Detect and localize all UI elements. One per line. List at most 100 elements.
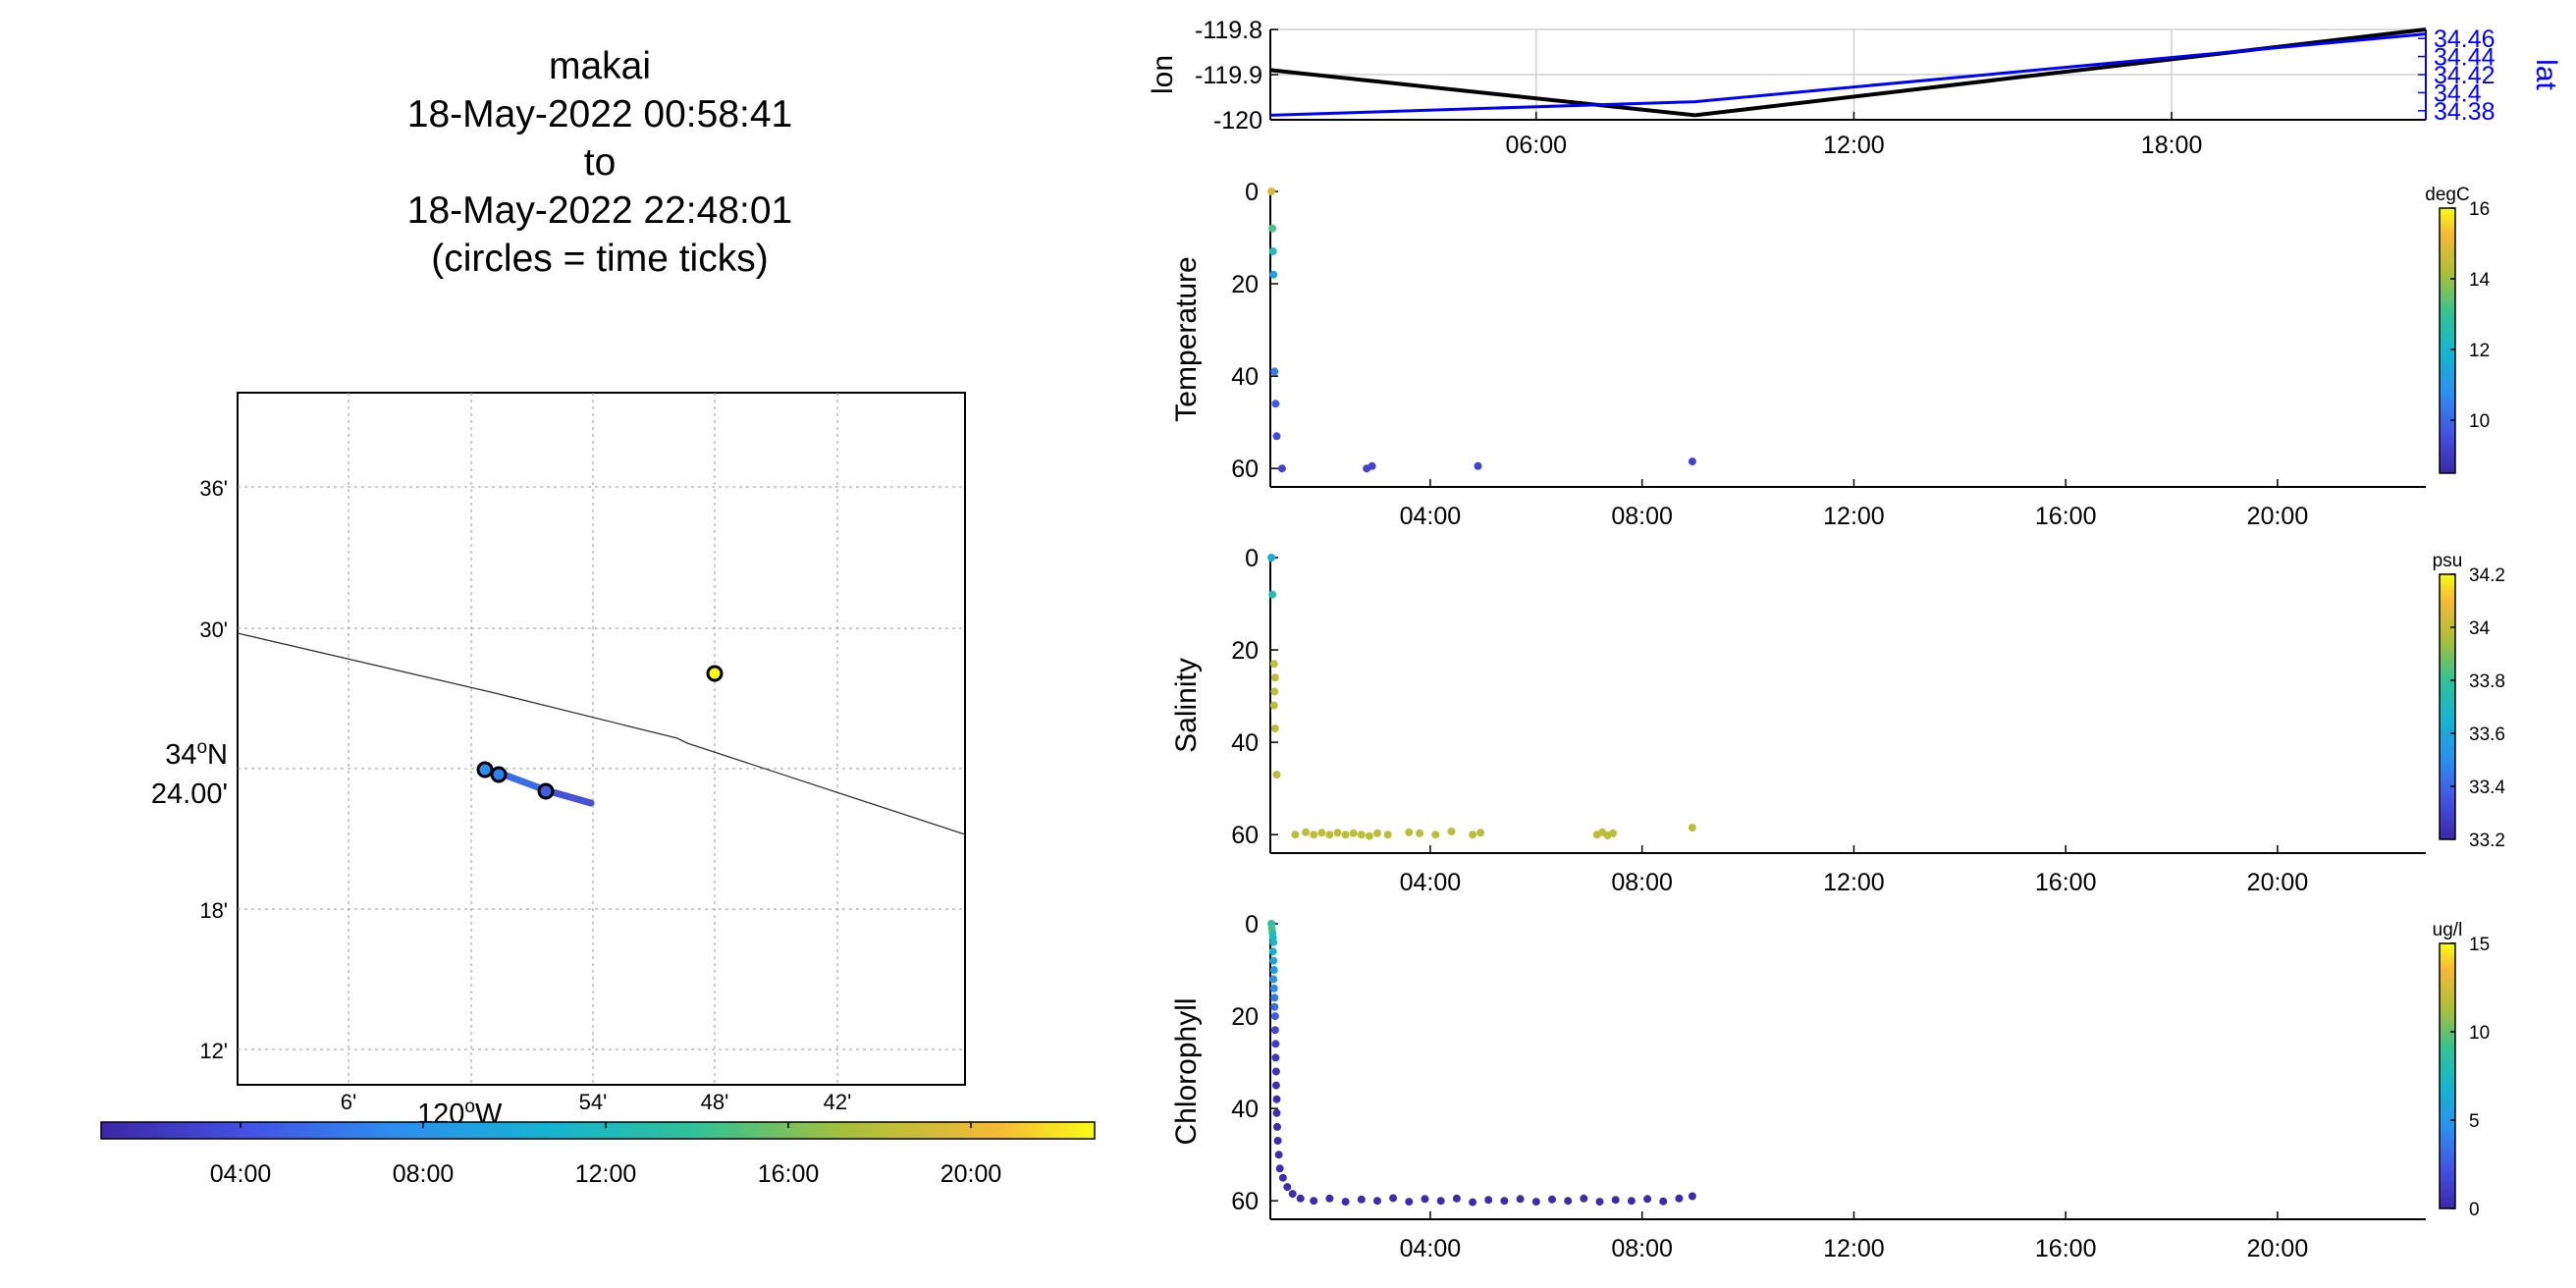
map-lat-tick: 36': [199, 476, 228, 501]
data-point: [1333, 829, 1342, 837]
lon-tick-label: -119.8: [1195, 17, 1262, 44]
y-tick-label: 40: [1231, 363, 1259, 391]
time-tick-circle: [706, 665, 724, 682]
data-point: [1270, 724, 1279, 732]
lon-lat-lines: [1269, 27, 2427, 118]
data-point: [1325, 831, 1334, 839]
data-point: [1436, 1197, 1445, 1206]
lon-lat-grid: [1270, 28, 2426, 121]
y-tick-label: 20: [1231, 1003, 1259, 1031]
data-point: [1317, 829, 1326, 837]
data-point: [1269, 956, 1278, 965]
map-lat-tick: 18': [199, 898, 228, 923]
data-point: [1447, 827, 1456, 835]
data-point: [1469, 831, 1477, 839]
data-point: [1269, 966, 1278, 974]
data-point: [1611, 1196, 1620, 1205]
map-lon-tick: 6': [341, 1090, 356, 1114]
lon-line: [1269, 27, 2427, 118]
data-point: [1268, 224, 1277, 233]
data-point: [1476, 829, 1485, 837]
map-lat-tick: 12': [199, 1039, 228, 1063]
data-point: [1269, 984, 1278, 993]
colorbar-tick-label: 33.4: [2469, 778, 2505, 798]
colorbar-tick-label: 33.8: [2469, 671, 2505, 692]
x-tick-label: 16:00: [2035, 503, 2097, 530]
data-point: [1271, 400, 1280, 408]
data-point: [1271, 1081, 1280, 1090]
map-lat-tick: 30': [199, 617, 228, 642]
colorbar-tick-label: 0: [2469, 1200, 2480, 1220]
data-point: [1474, 461, 1482, 470]
data-point: [1421, 1195, 1429, 1204]
y-tick-label: 20: [1231, 271, 1259, 298]
colorbar-tick-label: 12: [2469, 341, 2490, 361]
x-tick-label: 12:00: [1823, 132, 1885, 159]
data-point: [1548, 1195, 1556, 1204]
y-tick-label: 0: [1245, 545, 1259, 572]
title-line-4: 18-May-2022 22:48:01: [407, 189, 792, 232]
data-point: [1310, 831, 1318, 839]
chlorophyll-axis-label: Chlorophyll: [1170, 997, 1203, 1145]
x-tick-label: 12:00: [1823, 869, 1885, 896]
salinity-panel: 0 20 40 60 04:00 08:00 12:00 16:00 20:00 Salinity…: [1170, 545, 2505, 896]
data-point: [1373, 829, 1381, 837]
time-colorbar-label: 04:00: [210, 1160, 272, 1188]
data-point: [1296, 1194, 1305, 1203]
data-point: [1268, 947, 1277, 956]
map-lat-center-minutes: 24.00': [151, 778, 228, 810]
data-point: [1500, 1197, 1509, 1206]
title-line-3: to: [584, 141, 617, 184]
data-point: [1268, 247, 1277, 256]
lat-tick-label: 34.38: [2434, 98, 2496, 126]
salinity-axis-label: Salinity: [1170, 658, 1203, 753]
map-lon-tick: 42': [824, 1090, 852, 1114]
data-point: [1365, 832, 1373, 840]
salinity-colorbar: [2439, 573, 2456, 840]
data-point: [1416, 829, 1424, 837]
data-point: [1531, 1198, 1540, 1207]
data-point: [1302, 828, 1311, 836]
time-tick-circles: [476, 665, 724, 800]
x-tick-label: 08:00: [1611, 869, 1673, 896]
data-point: [1659, 1197, 1668, 1206]
x-tick-label: 16:00: [2035, 1235, 2097, 1262]
colorbar-tick-label: 33.2: [2469, 831, 2505, 851]
x-tick-label: 12:00: [1823, 1235, 1885, 1262]
data-point: [1688, 824, 1696, 832]
data-point: [1405, 1198, 1414, 1207]
data-point: [1270, 993, 1279, 1002]
data-point: [1516, 1195, 1525, 1204]
chlorophyll-colorbar-unit: ug/l: [2433, 920, 2463, 940]
data-point: [1270, 367, 1279, 376]
data-point: [1310, 1197, 1318, 1206]
data-point: [1405, 828, 1414, 836]
data-point: [1271, 1040, 1280, 1048]
data-point: [1627, 1197, 1636, 1206]
time-tick-circle: [537, 782, 555, 800]
map-panel: 36' 30' 18' 12' 34oN 24.00' 6' 54' 48' 4…: [100, 392, 1096, 1188]
map-grid: [238, 393, 965, 1085]
lon-lat-ticks: 06:00 12:00 18:00-119.8-119.9-12034.4634.4…: [1195, 17, 2496, 159]
data-point: [1271, 1067, 1280, 1076]
data-point: [1288, 1190, 1297, 1199]
lon-tick-label: -120: [1213, 107, 1262, 134]
time-colorbar-label: 16:00: [758, 1160, 820, 1188]
data-point: [1270, 1002, 1279, 1011]
data-point: [1357, 1195, 1366, 1204]
data-point: [1269, 660, 1278, 669]
time-tick-circle: [490, 766, 508, 783]
data-point: [1291, 831, 1300, 839]
map-lon-tick: 48': [701, 1090, 729, 1114]
data-point: [1484, 1196, 1493, 1205]
data-point: [1272, 771, 1281, 778]
time-colorbar-label: 20:00: [940, 1160, 1002, 1188]
colorbar-tick-label: 34: [2469, 618, 2491, 639]
lat-tick-label: 34.4: [2434, 80, 2482, 107]
temperature-panel: 0 20 40 60 04:00 08:00 12:00 16:00 20:00 Temperat…: [1170, 179, 2491, 530]
chlorophyll-panel: 0 20 40 60 04:00 08:00 12:00 16:00 20:00 Chloroph…: [1170, 911, 2490, 1262]
x-tick-label: 04:00: [1400, 503, 1462, 530]
data-point: [1273, 1122, 1281, 1131]
data-point: [1270, 1026, 1279, 1035]
